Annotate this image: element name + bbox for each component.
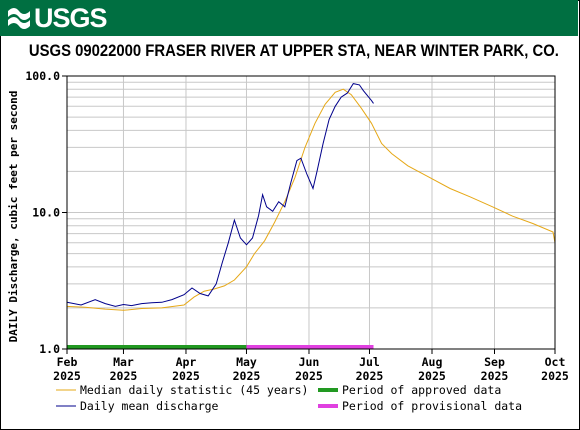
x-tick-year-label: 2025 [356,369,384,383]
usgs-logo-text: USGS [34,3,108,33]
usgs-logo[interactable]: USGS [6,3,108,33]
legend-provisional-swatch [318,404,338,408]
chart-title: USGS 09022000 FRASER RIVER AT UPPER STA,… [28,42,559,60]
x-tick-year-label: 2025 [481,369,509,383]
x-tick-month-label: Mar [113,355,134,369]
legend-daily-mean: Daily mean discharge [56,399,219,413]
legend-approved: Period of approved data [318,383,501,397]
daily-mean-discharge-line [66,83,374,307]
series-layer [66,83,556,349]
chart-legend: Median daily statistic (45 years) Daily m… [56,383,522,413]
x-tick-month-label: Apr [176,355,197,369]
x-tick-month-label: Sep [484,355,505,369]
legend-provisional: Period of provisional data [318,399,522,413]
x-tick-month-label: May [236,355,257,369]
x-tick-month-label: Feb [57,355,78,369]
axis-layer: 1.0 10.0 100.0 DAILY Discharge, cubic feet … [7,69,569,383]
usgs-wave-icon [8,8,30,29]
legend-median: Median daily statistic (45 years) [56,383,308,397]
legend-daily-mean-label: Daily mean discharge [80,399,219,413]
median-discharge-line [66,88,556,311]
x-tick-month-label: Aug [422,355,443,369]
x-tick-year-label: 2025 [172,369,200,383]
x-tick-year-label: 2025 [233,369,261,383]
provisional-period-bar [246,345,374,349]
y-axis-label: DAILY Discharge, cubic feet per second [7,91,20,343]
approved-period-bar [67,345,247,349]
legend-daily-mean-swatch [56,405,76,407]
x-tick-year-label: 2025 [53,369,81,383]
y-tick-label: 100.0 [25,69,60,83]
x-tick-month-label: Jun [299,355,320,369]
legend-median-label: Median daily statistic (45 years) [80,383,308,397]
x-tick-year-label: 2025 [418,369,446,383]
x-tick-year-label: 2025 [541,369,569,383]
legend-approved-swatch [318,388,338,392]
x-tick-month-label: Oct [545,355,566,369]
y-tick-label: 10.0 [32,206,60,220]
grid-layer [66,76,556,350]
x-tick-month-label: Jul [359,355,380,369]
y-tick-label: 1.0 [39,342,60,356]
legend-median-swatch [56,389,76,391]
legend-approved-label: Period of approved data [342,383,501,397]
usgs-banner: USGS [0,0,578,36]
x-tick-year-label: 2025 [295,369,323,383]
legend-provisional-label: Period of provisional data [342,399,522,413]
x-tick-year-label: 2025 [110,369,138,383]
